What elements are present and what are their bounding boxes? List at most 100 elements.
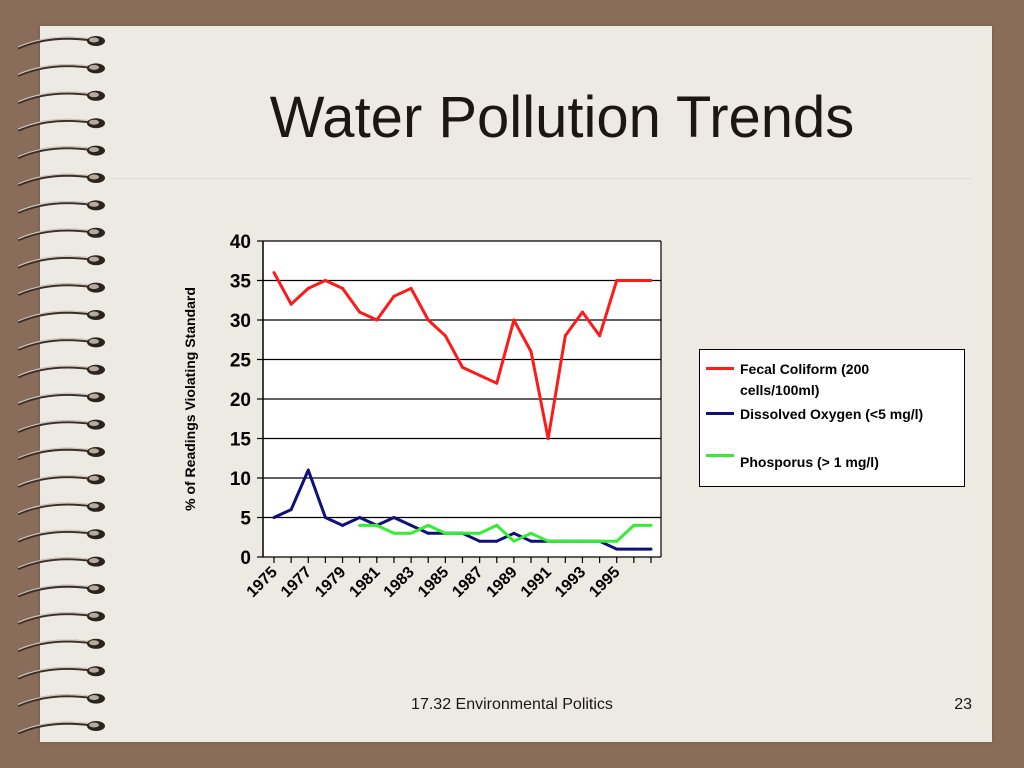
data-point-series-1 [289, 508, 293, 512]
binding-hole-shine [89, 311, 99, 317]
binding-ring-highlight [17, 639, 93, 651]
binding-ring-wire [17, 118, 93, 132]
data-point-series-0 [323, 279, 327, 282]
binding-hole-shine [89, 448, 99, 454]
binding-ring [17, 392, 105, 406]
binding-ring-highlight [17, 584, 93, 596]
binding-ring-highlight [17, 420, 93, 432]
data-point-series-2 [426, 523, 430, 527]
x-tick-label: 1979 [312, 564, 349, 601]
y-tick-label: 0 [240, 548, 251, 569]
data-point-series-1 [632, 547, 636, 551]
x-tick-label: 1989 [484, 564, 521, 601]
data-point-series-2 [615, 539, 619, 543]
legend-label-fecal-coliform: Fecal Coliform (200 cells/100ml) [740, 361, 870, 398]
binding-hole-shine [89, 722, 99, 728]
legend-swatch-dissolved-oxygen [706, 412, 734, 415]
binding-hole-shine [89, 503, 99, 509]
y-tick-label: 35 [230, 272, 252, 293]
legend-swatch-phosphorus [706, 454, 734, 457]
data-point-series-0 [580, 310, 584, 314]
binding-ring-wire [17, 64, 93, 77]
data-point-series-1 [272, 516, 276, 519]
data-point-series-2 [598, 539, 602, 543]
binding-ring-highlight [17, 612, 93, 623]
y-tick-label: 30 [230, 311, 251, 332]
data-point-series-0 [358, 310, 362, 314]
binding-ring-wire [17, 338, 93, 351]
binding-ring-highlight [17, 694, 93, 706]
binding-ring-highlight [17, 255, 93, 267]
binding-ring-highlight [17, 502, 93, 514]
binding-ring-wire [17, 255, 93, 269]
binding-ring [17, 611, 105, 625]
x-tick-label: 1983 [381, 564, 418, 601]
data-point-series-0 [375, 318, 379, 322]
binding-ring-highlight [17, 91, 93, 103]
data-point-series-2 [512, 539, 516, 543]
binding-ring-highlight [17, 228, 93, 240]
binding-hole-shine [89, 119, 99, 125]
data-point-series-0 [272, 271, 276, 275]
data-point-series-2 [392, 531, 396, 535]
binding-ring [17, 529, 105, 543]
binding-ring [17, 63, 105, 77]
binding-ring [17, 282, 105, 296]
y-tick-label: 20 [230, 390, 251, 411]
x-tick-label: 1977 [278, 564, 315, 601]
binding-ring-wire [17, 447, 93, 461]
data-point-series-1 [529, 539, 533, 543]
binding-ring-wire [17, 666, 93, 680]
binding-ring-wire [17, 283, 93, 296]
binding-ring-highlight [17, 666, 93, 678]
binding-ring-wire [17, 91, 93, 105]
data-point-series-2 [443, 531, 447, 535]
binding-hole-shine [89, 201, 99, 207]
data-point-series-0 [443, 334, 447, 338]
data-point-series-0 [615, 279, 619, 282]
binding-hole-shine [89, 366, 99, 372]
x-tick-label: 1993 [552, 564, 589, 601]
binding-ring [17, 227, 105, 242]
x-tick-label: 1987 [449, 564, 486, 601]
binding-ring-wire [17, 392, 93, 406]
binding-ring-highlight [17, 529, 93, 541]
y-tick-label: 40 [230, 232, 251, 253]
data-point-series-0 [512, 318, 516, 322]
binding-ring [17, 90, 105, 105]
binding-ring-wire [17, 475, 93, 488]
chart-legend: Fecal Coliform (200 cells/100ml) Dissolv… [699, 349, 965, 487]
binding-ring [17, 419, 105, 433]
data-point-series-0 [341, 286, 345, 290]
binding-hole-shine [89, 667, 99, 673]
binding-hole-shine [89, 585, 99, 591]
x-tick-label: 1985 [415, 564, 452, 601]
binding-ring-highlight [17, 557, 93, 569]
binding-ring-wire [17, 228, 93, 242]
data-point-series-1 [512, 531, 516, 535]
binding-ring-wire [17, 502, 93, 516]
data-point-series-1 [649, 547, 653, 551]
data-point-series-2 [409, 531, 413, 535]
data-point-series-0 [495, 381, 499, 385]
binding-hole-shine [89, 284, 99, 290]
binding-ring-wire [17, 365, 93, 379]
data-point-series-0 [426, 318, 430, 322]
binding-ring-wire [17, 310, 93, 324]
data-point-series-1 [478, 539, 482, 543]
data-point-series-2 [563, 539, 567, 543]
data-point-series-1 [306, 468, 310, 472]
legend-label-phosphorus: Phosporus (> 1 mg/l) [740, 454, 879, 470]
binding-hole-shine [89, 92, 99, 98]
binding-hole-shine [89, 174, 99, 180]
slide-title: Water Pollution Trends [269, 85, 855, 150]
binding-ring [17, 556, 105, 570]
binding-hole-shine [89, 147, 99, 153]
data-point-series-0 [289, 302, 293, 306]
binding-hole-shine [89, 256, 99, 262]
binding-hole-shine [89, 338, 99, 344]
data-point-series-2 [358, 523, 362, 527]
binding-hole-shine [89, 229, 99, 235]
binding-ring-highlight [17, 365, 93, 377]
binding-ring-wire [17, 201, 93, 214]
